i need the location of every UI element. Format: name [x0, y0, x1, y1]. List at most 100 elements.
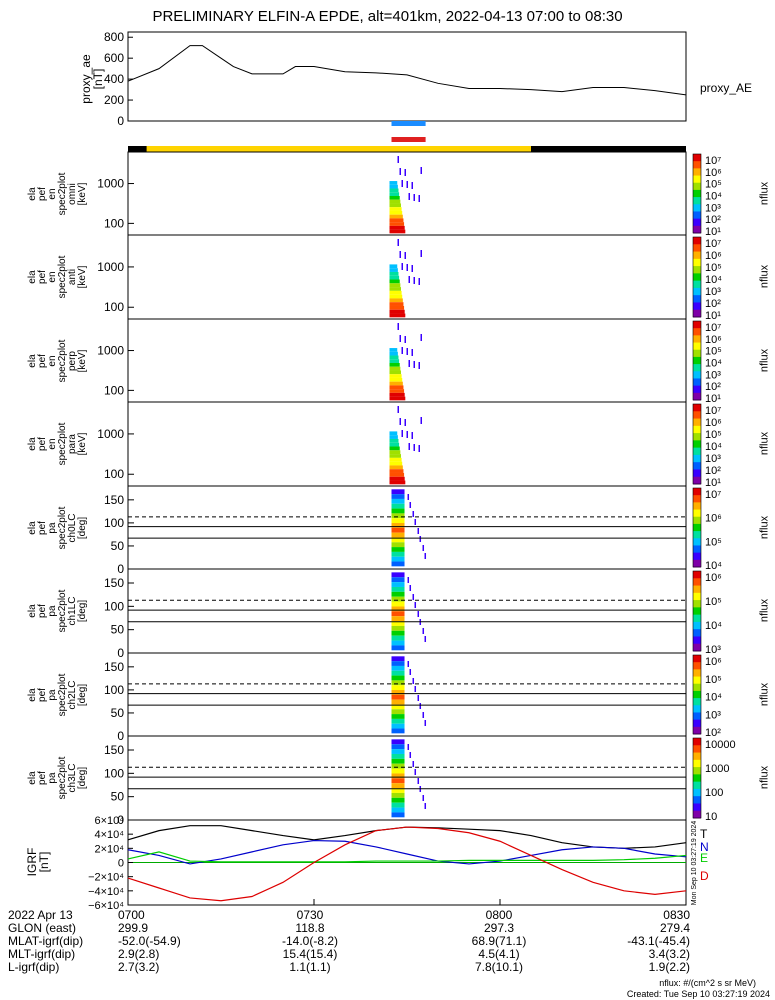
- perp-spec-speckle: [420, 334, 422, 341]
- omni-spec-speckle: [420, 167, 422, 174]
- omni-spec-speckle: [399, 168, 401, 175]
- ch1LC-spec-speckle: [414, 602, 417, 608]
- anti-frame: [127, 234, 687, 320]
- ch1LC-spec-cell: [391, 625, 405, 631]
- ch3LC-spec-cell: [391, 778, 405, 784]
- ch3LC-spec-speckle: [412, 761, 415, 767]
- para-spec-cell: [389, 431, 398, 436]
- ch2LC-colorbar-cell: [693, 712, 701, 721]
- para-spec-speckle: [406, 431, 408, 438]
- ch3LC-colorbar-tick: 100: [705, 787, 723, 799]
- anti-tick-label: 1000: [97, 260, 124, 274]
- ch3LC-colorbar-cell: [693, 803, 701, 812]
- para-colorbar-cell: [693, 404, 701, 412]
- ch2LC-spec-cell: [391, 675, 405, 681]
- anti-spec-cell: [389, 294, 403, 299]
- footer-row-label: MLAT-igrf(dip): [8, 934, 83, 948]
- igrf-tick-label: 0: [118, 858, 124, 870]
- omni-spec-cell: [389, 222, 405, 226]
- omni-spec-cell: [389, 188, 399, 193]
- ch1LC-colorbar-cell: [693, 621, 701, 630]
- ch1LC-spec-cell: [391, 577, 405, 583]
- anti-spec-cell: [389, 264, 398, 269]
- anti-colorbar-tick: 10⁷: [705, 238, 721, 250]
- omni-spec-cell: [389, 181, 398, 185]
- ch3LC-spec-cell: [391, 768, 405, 774]
- anti-spec-speckle: [399, 251, 401, 258]
- igrf-tick-label: 6×10⁴: [94, 815, 124, 827]
- omni-colorbar-frame: [692, 153, 702, 234]
- ch3LC-spec-speckle: [422, 795, 425, 801]
- anti-colorbar-cell: [693, 287, 701, 296]
- ch0LC-colorbar-cell: [693, 531, 701, 539]
- perp-colorbar-tick: 10⁷: [705, 322, 721, 334]
- perp-spec-speckle: [404, 336, 406, 343]
- anti-colorbar-cell: [693, 280, 701, 289]
- ch1LC-colorbar-tick: 10⁴: [705, 620, 722, 632]
- ch2LC-colorbar-cell: [693, 676, 701, 685]
- igrf-line-D: [127, 826, 687, 902]
- anti-spec-speckle: [397, 239, 399, 246]
- ch3LC-colorbar-cell: [693, 738, 701, 746]
- igrf-tick-label: −4×10⁴: [88, 886, 124, 898]
- ch2LC-spec-cell: [391, 714, 405, 719]
- perp-spec-speckle: [418, 362, 420, 369]
- para-spec-cell: [389, 472, 405, 477]
- ch0LC-spec-cell: [391, 513, 405, 519]
- ch0LC-spec-cell: [391, 518, 405, 524]
- ch1LC-colorbar-cell: [693, 592, 701, 601]
- ch2LC-spec-speckle: [424, 720, 427, 726]
- omni-colorbar-label: nflux: [758, 181, 771, 205]
- footer-row-value: 1.1(1.1): [289, 960, 330, 974]
- ch2LC-spec-speckle: [414, 686, 417, 692]
- orbit-day-bar: [146, 146, 531, 152]
- ch0LC-spec-cell: [391, 542, 405, 548]
- ch2LC-colorbar-tick: 10⁶: [705, 656, 722, 668]
- ch2LC-colorbar-cell: [693, 705, 701, 713]
- omni-colorbar-tick: 10¹: [705, 226, 721, 238]
- perp-colorbar-tick: 10¹: [705, 393, 721, 405]
- ch0LC-tick-label: 0: [117, 562, 124, 576]
- ch0LC-colorbar-label: nflux: [758, 515, 771, 539]
- omni-colorbar-tick: 10²: [705, 214, 721, 226]
- omni-colorbar-cell: [693, 204, 701, 212]
- anti-colorbar-cell: [693, 309, 701, 318]
- ch0LC-colorbar-tick: 10⁷: [705, 489, 721, 501]
- ch0LC-tick-label: 100: [104, 516, 124, 530]
- perp-spec-cell: [389, 351, 398, 356]
- omni-frame: [127, 151, 687, 236]
- ch2LC-spec-speckle: [409, 669, 412, 675]
- ch1LC-spec-cell: [391, 606, 405, 612]
- omni-colorbar-cell: [693, 189, 701, 198]
- ch3LC-spec-cell: [391, 749, 405, 754]
- igrf-legend-T: T: [700, 827, 708, 841]
- ch3LC-spec-cell: [391, 807, 405, 813]
- omni-spec-cell: [389, 203, 401, 208]
- para-colorbar-label: nflux: [758, 431, 771, 456]
- ch2LC-colorbar-tick: 10²: [705, 727, 721, 739]
- ch1LC-spec-cell: [391, 645, 405, 651]
- omni-colorbar-tick: 10⁶: [705, 167, 722, 179]
- omni-colorbar-cell: [693, 182, 701, 191]
- ch3LC-colorbar-frame: [692, 737, 702, 819]
- ch3LC-spec-cell: [391, 797, 405, 803]
- footer-row-value: 297.3: [484, 921, 514, 935]
- ch1LC-colorbar-tick: 10⁶: [705, 572, 722, 584]
- anti-colorbar-tick: 10⁶: [705, 250, 722, 262]
- para-spec-cell: [389, 457, 402, 462]
- footer-row-value: 299.9: [118, 921, 148, 935]
- para-colorbar-cell: [693, 469, 701, 478]
- ch2LC-colorbar-tick: 10⁴: [705, 692, 722, 704]
- para-spec-speckle: [418, 445, 420, 452]
- ch2LC-spec-cell: [391, 665, 405, 671]
- anti-colorbar-tick: 10⁵: [705, 262, 722, 274]
- anti-colorbar-cell: [693, 273, 701, 282]
- ch0LC-spec-speckle: [417, 528, 420, 534]
- anti-colorbar-cell: [693, 244, 701, 253]
- perp-tick-label: 100: [104, 383, 124, 397]
- ch3LC-ylabel: ela pef pa spec2plot ch3LC [deg]: [27, 756, 88, 800]
- para-spec-speckle: [408, 443, 410, 450]
- omni-spec-cell: [389, 214, 403, 219]
- anti-colorbar-tick: 10²: [705, 298, 721, 310]
- ch1LC-colorbar-label: nflux: [758, 598, 771, 623]
